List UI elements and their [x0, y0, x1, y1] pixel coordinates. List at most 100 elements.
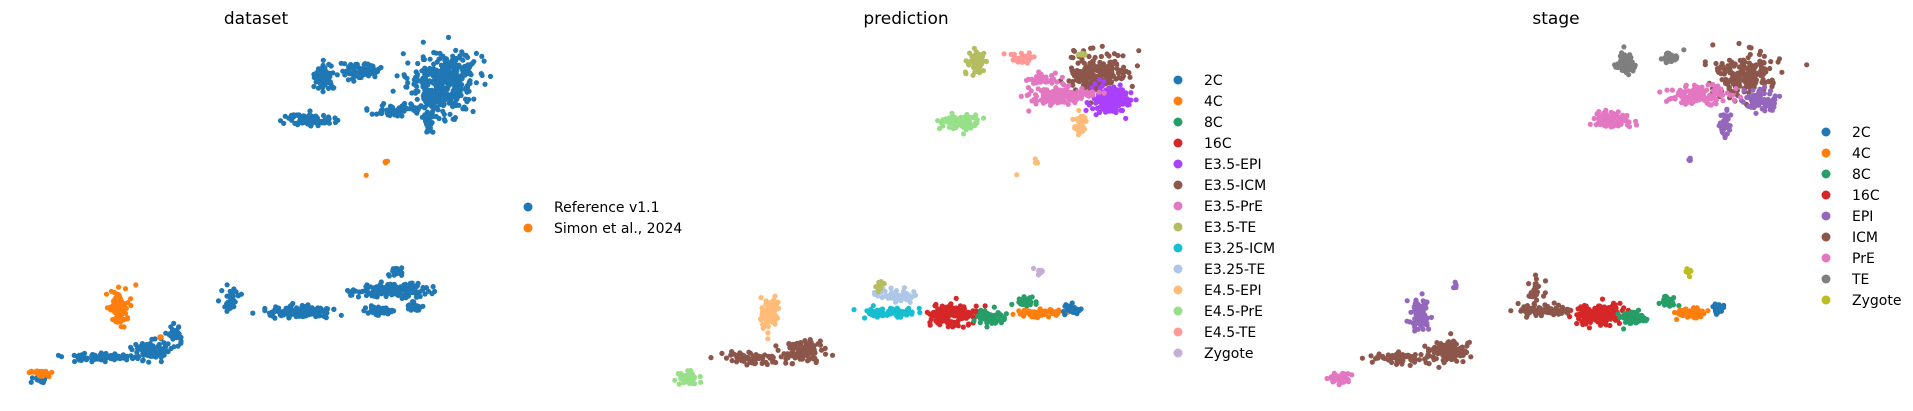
scatter-point-reference-v1-1: [420, 75, 426, 81]
scatter-point-e3-5-te: [970, 60, 976, 66]
scatter-point-reference-v1-1: [429, 291, 435, 297]
scatter-point-reference-v1-1: [168, 345, 174, 352]
scatter-point-reference-v1-1: [432, 100, 438, 106]
scatter-point-8c: [1027, 295, 1033, 301]
scatter-point-e3-5-pre: [1028, 88, 1034, 94]
scatter-point-e3-5-icm: [723, 355, 730, 361]
scatter-point-e3-5-icm: [770, 359, 776, 365]
scatter-point-pre: [1710, 82, 1716, 88]
scatter-point-icm: [1733, 72, 1739, 78]
scatter-point-simon-et-al-2024: [122, 286, 129, 292]
scatter-point-e3-5-icm: [808, 340, 815, 347]
scatter-point-reference-v1-1: [482, 81, 488, 87]
scatter-point-simon-et-al-2024: [116, 284, 122, 290]
legend-label: 2C: [1852, 125, 1871, 141]
scatter-point-e3-5-icm: [807, 350, 814, 356]
scatter-point-e3-5-icm: [739, 354, 745, 360]
scatter-point-16c: [952, 322, 958, 328]
scatter-point-reference-v1-1: [420, 93, 426, 99]
scatter-point-icm: [1528, 305, 1534, 312]
scatter-point-reference-v1-1: [437, 69, 443, 76]
scatter-point-8c: [984, 324, 990, 330]
scatter-point-icm: [1751, 65, 1757, 71]
scatter-point-te: [1626, 54, 1632, 60]
scatter-point-pre: [1737, 94, 1744, 100]
scatter-point-e4-5-epi: [772, 293, 778, 299]
scatter-point-epi: [1417, 321, 1423, 327]
legend-marker: [1173, 243, 1183, 253]
scatter-point-reference-v1-1: [433, 50, 439, 56]
scatter-point-icm: [1396, 349, 1402, 355]
scatter-point-icm: [1737, 57, 1743, 64]
scatter-point-reference-v1-1: [447, 111, 453, 117]
scatter-point-pre: [1615, 109, 1621, 115]
scatter-point-reference-v1-1: [330, 85, 336, 91]
scatter-point-pre: [1340, 378, 1346, 384]
scatter-point-reference-v1-1: [140, 358, 146, 364]
scatter-point-reference-v1-1: [28, 379, 34, 385]
scatter-point-simon-et-al-2024: [157, 334, 163, 340]
scatter-point-reference-v1-1: [304, 119, 310, 126]
scatter-point-e3-5-icm: [753, 352, 759, 358]
scatter-point-reference-v1-1: [99, 354, 105, 360]
legend-label: PrE: [1852, 251, 1875, 267]
scatter-point-e4-5-te: [1025, 54, 1031, 60]
scatter-point-reference-v1-1: [304, 310, 310, 316]
scatter-point-reference-v1-1: [391, 308, 397, 314]
scatter-point-reference-v1-1: [407, 283, 414, 289]
scatter-point-reference-v1-1: [405, 293, 412, 299]
scatter-point-te: [1666, 58, 1672, 64]
scatter-point-reference-v1-1: [76, 357, 82, 363]
scatter-point-e3-5-epi: [1086, 102, 1092, 108]
legend-marker: [1821, 169, 1831, 179]
scatter-point-e4-5-epi: [771, 297, 777, 303]
scatter-point-e3-5-icm: [770, 354, 776, 360]
scatter-point-epi: [1748, 104, 1754, 110]
scatter-point-e3-5-icm: [822, 351, 829, 357]
scatter-point-simon-et-al-2024: [108, 288, 114, 294]
scatter-point-2c: [1073, 307, 1079, 313]
scatter-point-icm: [1749, 81, 1755, 87]
scatter-point-e3-5-te: [967, 50, 973, 56]
scatter-point-reference-v1-1: [439, 53, 445, 60]
scatter-point-e3-5-pre: [1040, 91, 1046, 98]
scatter-point-4c: [1038, 310, 1044, 316]
scatter-point-reference-v1-1: [446, 79, 452, 85]
scatter-point-icm: [1459, 344, 1465, 350]
scatter-point-reference-v1-1: [411, 77, 417, 83]
scatter-point-reference-v1-1: [215, 298, 222, 304]
scatter-point-4c: [1052, 309, 1058, 315]
scatter-point-e4-5-pre: [980, 115, 987, 121]
scatter-point-8c: [991, 304, 997, 310]
scatter-point-e3-5-icm: [1079, 77, 1085, 83]
scatter-point-icm: [1441, 360, 1447, 366]
scatter-point-icm: [1443, 350, 1449, 356]
scatter-point-e4-5-pre: [956, 116, 962, 122]
scatter-point-icm: [1775, 59, 1781, 65]
scatter-point-pre: [1337, 374, 1343, 380]
scatter-point-pre: [1712, 100, 1718, 106]
scatter-point-e3-5-epi: [1133, 97, 1139, 103]
scatter-point-icm: [1702, 59, 1708, 65]
scatter-point-reference-v1-1: [320, 89, 326, 95]
scatter-point-epi: [1724, 106, 1730, 112]
scatter-point-e3-5-epi: [1083, 107, 1089, 113]
scatter-point-icm: [1727, 64, 1733, 70]
scatter-point-simon-et-al-2024: [36, 369, 42, 375]
scatter-point-reference-v1-1: [162, 342, 169, 348]
scatter-point-reference-v1-1: [345, 287, 351, 294]
panel-title-stage: stage: [1532, 9, 1579, 29]
scatter-point-e3-25-icm: [851, 307, 857, 313]
scatter-point-pre: [1349, 372, 1355, 378]
scatter-points-dataset: [26, 34, 494, 386]
scatter-point-e4-5-pre: [687, 368, 693, 374]
scatter-point-e3-25-te: [904, 297, 910, 303]
scatter-point-zygote: [1688, 268, 1694, 274]
scatter-point-e3-5-pre: [1033, 92, 1039, 98]
scatter-point-e3-5-icm: [1114, 66, 1120, 72]
legend-label: Zygote: [1852, 293, 1901, 309]
scatter-point-reference-v1-1: [235, 293, 241, 299]
scatter-point-reference-v1-1: [389, 106, 395, 112]
scatter-point-reference-v1-1: [462, 63, 468, 69]
